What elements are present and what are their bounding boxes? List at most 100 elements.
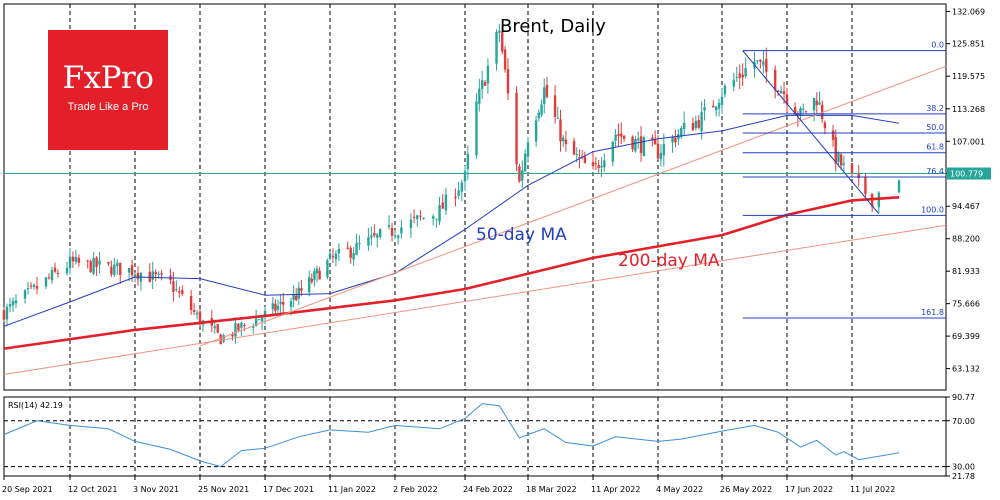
candle-bear	[172, 281, 175, 293]
x-tick-label: 3 Nov 2021	[133, 485, 179, 494]
candle-bull	[5, 306, 9, 320]
x-tick-label: 24 Feb 2022	[463, 485, 513, 494]
grid	[3, 3, 947, 477]
rsi-line	[3, 403, 900, 468]
candle-bear	[53, 267, 57, 272]
candle-bull	[614, 134, 617, 141]
candle-bull	[358, 243, 361, 245]
candle-bull	[422, 217, 425, 219]
candle-bull	[133, 274, 137, 277]
candle-bear	[776, 90, 780, 93]
fib-level-label: 0.0	[931, 41, 944, 50]
candle-bear	[237, 323, 240, 331]
candle-bear	[821, 104, 824, 120]
y-tick-label: 119.575	[952, 72, 985, 81]
candle-bear	[47, 277, 51, 279]
y-tick-label: 94.467	[952, 202, 980, 211]
candle-bull	[68, 256, 72, 269]
candle-bear	[545, 84, 549, 98]
candle-bear	[793, 107, 797, 115]
candle-bull	[263, 310, 267, 317]
candle-bear	[483, 82, 487, 86]
candle-bull	[254, 318, 258, 327]
candle-bull	[313, 271, 316, 280]
candle-bull	[720, 96, 724, 105]
candle-bull	[175, 289, 178, 291]
candle-bear	[864, 176, 867, 194]
candle-bull	[475, 101, 478, 156]
candle-bear	[712, 105, 715, 108]
candle-bull	[116, 262, 119, 267]
candle-bull	[642, 137, 646, 157]
candle-bear	[503, 49, 507, 70]
candle-bull	[637, 138, 640, 141]
fxpro-logo: FxPro Trade Like a Pro	[48, 30, 168, 150]
candle-bear	[823, 122, 827, 129]
candle-bull	[308, 277, 311, 293]
candle-bull	[352, 253, 355, 260]
candle-bull	[486, 65, 490, 84]
candle-bull	[271, 303, 274, 310]
candle-bull	[779, 90, 783, 94]
candle-bull	[409, 219, 413, 229]
candle-bear	[622, 135, 626, 139]
candle-bull	[634, 138, 637, 152]
x-tick-label: 2 Feb 2022	[393, 485, 438, 494]
candle-bear	[553, 95, 557, 117]
candle-bull	[396, 235, 400, 239]
candle-bull	[260, 317, 264, 322]
y-tick-label: 81.933	[952, 267, 980, 276]
candle-bear	[274, 303, 277, 311]
candle-bull	[457, 190, 460, 196]
candle-bear	[318, 270, 321, 280]
candle-bear	[796, 113, 800, 116]
x-tick-label: 20 Sep 2021	[2, 485, 53, 494]
candle-bull	[694, 120, 698, 129]
candle-bear	[782, 91, 786, 95]
candle-bear	[282, 301, 285, 305]
candle-bear	[71, 256, 75, 262]
candle-bull	[703, 107, 706, 111]
candle-bear	[583, 156, 587, 164]
candle-bull	[540, 104, 543, 115]
candle-bear	[419, 215, 422, 217]
candle-bear	[198, 311, 202, 325]
candle-bull	[682, 122, 686, 130]
candle-bull	[240, 322, 243, 328]
fxpro-wordmark: FxPro	[62, 60, 154, 96]
candle-bull	[379, 229, 382, 237]
y-tick-label: 88.200	[952, 235, 980, 244]
candle-bear	[594, 163, 598, 165]
candle-bull	[714, 106, 718, 111]
candle-bull	[762, 61, 765, 66]
candle-bull	[735, 76, 738, 78]
candle-bear	[506, 69, 510, 94]
candle-bull	[480, 80, 484, 89]
candle-bull	[463, 171, 467, 182]
candle-bear	[804, 110, 808, 112]
candle-bull	[534, 120, 538, 142]
fib-level-label: 161.8	[921, 308, 944, 317]
candle-bull	[680, 127, 683, 137]
candle-bull	[400, 227, 403, 234]
candle-bull	[799, 108, 802, 116]
candle-bear	[591, 162, 595, 167]
fib-level-label: 100.0	[921, 205, 944, 214]
candle-bull	[328, 253, 332, 260]
candle-bear	[107, 261, 110, 264]
candle-bull	[14, 300, 18, 304]
candle-bull	[279, 301, 282, 304]
candle-bear	[77, 257, 81, 263]
candle-bear	[29, 285, 33, 287]
candle-bull	[334, 253, 338, 260]
y-tick-label: 132.069	[952, 7, 985, 16]
candle-bull	[802, 108, 805, 110]
candle-bear	[674, 137, 677, 143]
candle-bull	[671, 136, 674, 143]
candle-bear	[697, 119, 700, 128]
candle-bear	[181, 289, 184, 295]
candle-bear	[160, 273, 163, 275]
rsi-y-tick-label: 21.78	[952, 472, 975, 481]
candle-bull	[526, 142, 530, 157]
